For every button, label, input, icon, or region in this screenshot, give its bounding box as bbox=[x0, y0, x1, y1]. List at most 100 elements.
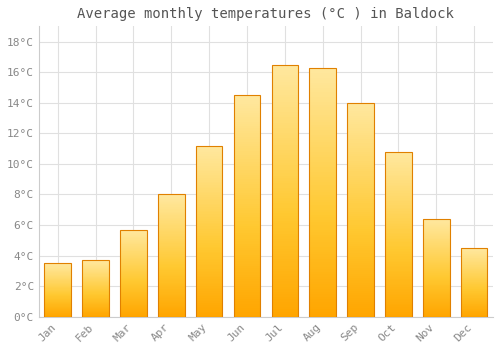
Bar bbox=[423, 278, 450, 279]
Bar bbox=[120, 238, 146, 239]
Bar bbox=[348, 220, 374, 223]
Bar bbox=[310, 207, 336, 210]
Bar bbox=[348, 116, 374, 118]
Bar bbox=[120, 248, 146, 249]
Bar bbox=[234, 266, 260, 268]
Bar bbox=[272, 193, 298, 196]
Bar bbox=[385, 158, 411, 160]
Bar bbox=[385, 243, 411, 244]
Bar bbox=[348, 308, 374, 310]
Bar bbox=[234, 232, 260, 235]
Bar bbox=[310, 205, 336, 207]
Bar bbox=[196, 214, 222, 216]
Bar bbox=[310, 274, 336, 277]
Bar bbox=[461, 287, 487, 288]
Bar bbox=[461, 292, 487, 293]
Bar bbox=[196, 156, 222, 158]
Bar bbox=[44, 308, 71, 309]
Bar bbox=[82, 298, 109, 299]
Bar bbox=[310, 140, 336, 142]
Bar bbox=[385, 284, 411, 286]
Bar bbox=[461, 315, 487, 316]
Bar bbox=[44, 302, 71, 303]
Bar bbox=[310, 257, 336, 259]
Bar bbox=[158, 264, 184, 265]
Bar bbox=[385, 272, 411, 274]
Bar bbox=[272, 130, 298, 133]
Bar bbox=[234, 95, 260, 317]
Bar bbox=[272, 229, 298, 231]
Bar bbox=[120, 311, 146, 312]
Bar bbox=[348, 205, 374, 208]
Bar bbox=[310, 199, 336, 202]
Bar bbox=[310, 230, 336, 232]
Bar bbox=[348, 180, 374, 182]
Bar bbox=[385, 178, 411, 180]
Bar bbox=[44, 299, 71, 300]
Bar bbox=[196, 211, 222, 212]
Bar bbox=[423, 254, 450, 255]
Bar bbox=[234, 137, 260, 139]
Bar bbox=[461, 282, 487, 283]
Bar bbox=[423, 274, 450, 275]
Bar bbox=[385, 267, 411, 269]
Bar bbox=[272, 67, 298, 70]
Bar bbox=[348, 178, 374, 180]
Bar bbox=[310, 307, 336, 309]
Bar bbox=[196, 188, 222, 190]
Bar bbox=[82, 281, 109, 282]
Bar bbox=[310, 279, 336, 282]
Bar bbox=[461, 256, 487, 257]
Bar bbox=[310, 70, 336, 72]
Bar bbox=[234, 315, 260, 317]
Bar bbox=[44, 292, 71, 293]
Bar bbox=[348, 293, 374, 295]
Bar bbox=[158, 231, 184, 232]
Bar bbox=[120, 285, 146, 286]
Bar bbox=[461, 304, 487, 305]
Bar bbox=[272, 90, 298, 92]
Bar bbox=[385, 282, 411, 284]
Bar bbox=[196, 200, 222, 202]
Bar bbox=[234, 195, 260, 197]
Bar bbox=[423, 313, 450, 314]
Bar bbox=[310, 232, 336, 234]
Bar bbox=[196, 187, 222, 188]
Bar bbox=[461, 300, 487, 301]
Bar bbox=[120, 243, 146, 244]
Bar bbox=[310, 170, 336, 172]
Bar bbox=[158, 311, 184, 312]
Bar bbox=[158, 243, 184, 245]
Bar bbox=[196, 255, 222, 257]
Bar bbox=[348, 210, 374, 212]
Bar bbox=[272, 226, 298, 229]
Bar bbox=[120, 253, 146, 254]
Bar bbox=[158, 269, 184, 270]
Bar bbox=[310, 277, 336, 279]
Bar bbox=[196, 223, 222, 224]
Bar bbox=[272, 264, 298, 266]
Bar bbox=[158, 215, 184, 217]
Bar bbox=[310, 125, 336, 127]
Bar bbox=[158, 307, 184, 308]
Bar bbox=[82, 306, 109, 307]
Bar bbox=[196, 282, 222, 284]
Bar bbox=[348, 291, 374, 293]
Bar bbox=[461, 314, 487, 315]
Bar bbox=[82, 284, 109, 285]
Bar bbox=[120, 316, 146, 317]
Bar bbox=[423, 267, 450, 268]
Bar bbox=[310, 239, 336, 242]
Bar bbox=[158, 259, 184, 260]
Bar bbox=[423, 282, 450, 284]
Bar bbox=[461, 312, 487, 313]
Bar bbox=[272, 160, 298, 163]
Bar bbox=[310, 192, 336, 195]
Bar bbox=[234, 179, 260, 182]
Bar bbox=[158, 257, 184, 258]
Bar bbox=[348, 193, 374, 195]
Bar bbox=[82, 280, 109, 281]
Bar bbox=[196, 154, 222, 156]
Bar bbox=[234, 193, 260, 195]
Bar bbox=[348, 175, 374, 178]
